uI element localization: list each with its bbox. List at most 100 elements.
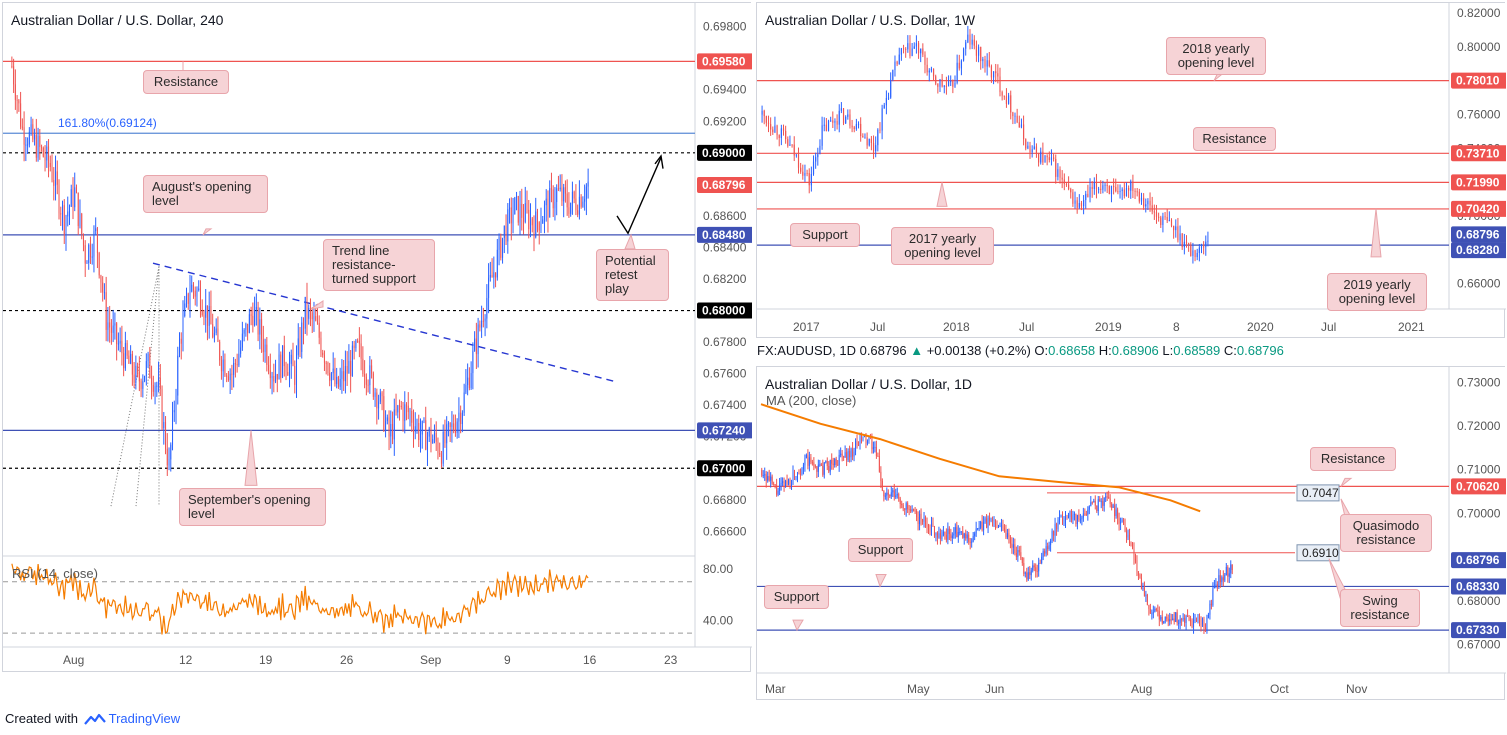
h4-candle-body — [481, 320, 483, 328]
weekly-candle-body — [1100, 188, 1102, 190]
weekly-candle-body — [1140, 197, 1143, 202]
h4-candle-body — [393, 409, 395, 440]
h4-candle-body — [282, 345, 284, 378]
weekly-candle-body — [1022, 124, 1025, 140]
daily-candle-body — [987, 517, 989, 528]
weekly-candle-body — [1110, 185, 1113, 195]
daily-candle-body — [1026, 572, 1028, 580]
h4-candle-body — [538, 222, 540, 231]
h4-candle-body — [378, 401, 380, 409]
h4-candle-body — [266, 344, 268, 365]
daily-candle-body — [1203, 619, 1205, 628]
tag-69580: 0.69580 — [702, 54, 746, 68]
pointer — [875, 573, 887, 588]
h4-candle-body — [72, 189, 74, 208]
daily-candle-body — [1230, 564, 1232, 574]
plot-background — [757, 3, 1506, 309]
daily-candle-body — [895, 495, 897, 498]
daily-candle-body — [1158, 611, 1160, 620]
h4-candle-body — [213, 332, 215, 338]
weekly-candle-body — [939, 79, 941, 87]
h4-candle-body — [355, 340, 357, 349]
daily-candle-body — [805, 455, 807, 459]
daily-candle-body — [1218, 575, 1220, 587]
weekly-candle-body — [980, 46, 982, 62]
h4-candle-body — [231, 373, 233, 375]
weekly-candle-body — [778, 135, 780, 138]
weekly-candle-body — [1143, 197, 1145, 207]
weekly-candle-body — [866, 137, 868, 146]
short-level-tag: 0.7047 — [1302, 486, 1339, 500]
h4-candle-body — [344, 366, 346, 382]
h4-candle-body — [421, 421, 423, 435]
weekly-candle-body — [1121, 189, 1123, 191]
h4-candle-body — [138, 371, 140, 382]
h4-candle-body — [23, 127, 25, 145]
weekly-candle-body — [836, 120, 838, 125]
h4-candle-body — [165, 422, 167, 449]
time-tick-label: 2021 — [1398, 320, 1425, 334]
tag-current: 0.68796 — [702, 178, 746, 192]
daily-candle-body — [926, 524, 928, 527]
weekly-candle-body — [1149, 200, 1151, 206]
weekly-candle-body — [973, 39, 975, 46]
h4-candle-body — [383, 396, 385, 431]
weekly-candle-body — [1016, 115, 1018, 123]
tag-weekly-1: 0.73710 — [1456, 146, 1500, 160]
weekly-candle-body — [1160, 217, 1162, 225]
weekly-candle-body — [1003, 95, 1005, 97]
h4-candle-body — [124, 343, 126, 369]
h4-candle-body — [60, 213, 62, 215]
daily-candle-body — [780, 482, 782, 485]
weekly-candle-body — [956, 62, 958, 83]
daily-candle-body — [776, 485, 778, 495]
time-tick-label: 12 — [179, 653, 193, 667]
daily-candle-body — [972, 536, 974, 542]
daily-candle-body — [807, 455, 809, 466]
daily-candle-body — [1008, 533, 1010, 537]
time-tick-label: Oct — [1270, 682, 1289, 696]
daily-candle-body — [938, 533, 940, 538]
weekly-candle-body — [894, 61, 896, 71]
daily-candle-body — [1011, 543, 1013, 548]
price-tick-label: 0.70000 — [1457, 506, 1501, 520]
daily-candle-body — [1126, 531, 1128, 538]
weekly-candle-body — [1070, 189, 1072, 193]
h4-chart[interactable]: 0.698000.696000.694000.692000.690000.688… — [3, 3, 752, 673]
h4-candle-body — [91, 256, 93, 258]
weekly-candle-body — [1089, 186, 1091, 198]
daily-chart-panel[interactable]: 0.730000.720000.710000.700000.690000.680… — [756, 366, 1506, 700]
daily-candle-body — [841, 453, 843, 457]
h4-candle-body — [444, 431, 446, 444]
retest-arrow — [616, 157, 662, 235]
weekly-candle-body — [1035, 146, 1038, 154]
h4-candle-body — [287, 372, 289, 376]
weekly-candle-body — [990, 66, 993, 78]
tradingview-brand[interactable]: TradingView — [108, 711, 181, 726]
daily-candle-body — [1088, 506, 1090, 510]
weekly-candle-body — [1136, 191, 1138, 193]
daily-candle-body — [996, 524, 998, 529]
daily-candle-body — [856, 441, 858, 446]
weekly-candle-body — [1061, 177, 1063, 180]
weekly-chart-panel[interactable]: 0.820000.800000.780000.760000.740000.720… — [756, 2, 1506, 339]
weekly-candle-body — [969, 34, 971, 45]
weekly-chart[interactable]: 0.820000.800000.780000.760000.740000.720… — [757, 3, 1506, 339]
h4-chart-panel[interactable]: 0.698000.696000.694000.692000.690000.688… — [2, 2, 752, 673]
daily-candle-body — [1207, 614, 1209, 618]
h4-candle-body — [367, 384, 369, 386]
h4-candle-body — [316, 320, 318, 323]
weekly-candle-body — [896, 61, 898, 65]
daily-candle-body — [817, 464, 819, 472]
weekly-candle-body — [945, 85, 948, 87]
h4-candle-body — [67, 211, 69, 217]
h4-candle-body — [119, 340, 121, 344]
h4-candle-body — [385, 421, 387, 431]
daily-candle-body — [1178, 622, 1180, 624]
daily-candle-body — [786, 480, 788, 485]
h4-candle-body — [439, 453, 441, 455]
h4-candle-body — [283, 345, 285, 367]
h4-candle-body — [371, 365, 373, 374]
h4-candle-body — [524, 203, 526, 222]
daily-candle-body — [811, 462, 813, 464]
